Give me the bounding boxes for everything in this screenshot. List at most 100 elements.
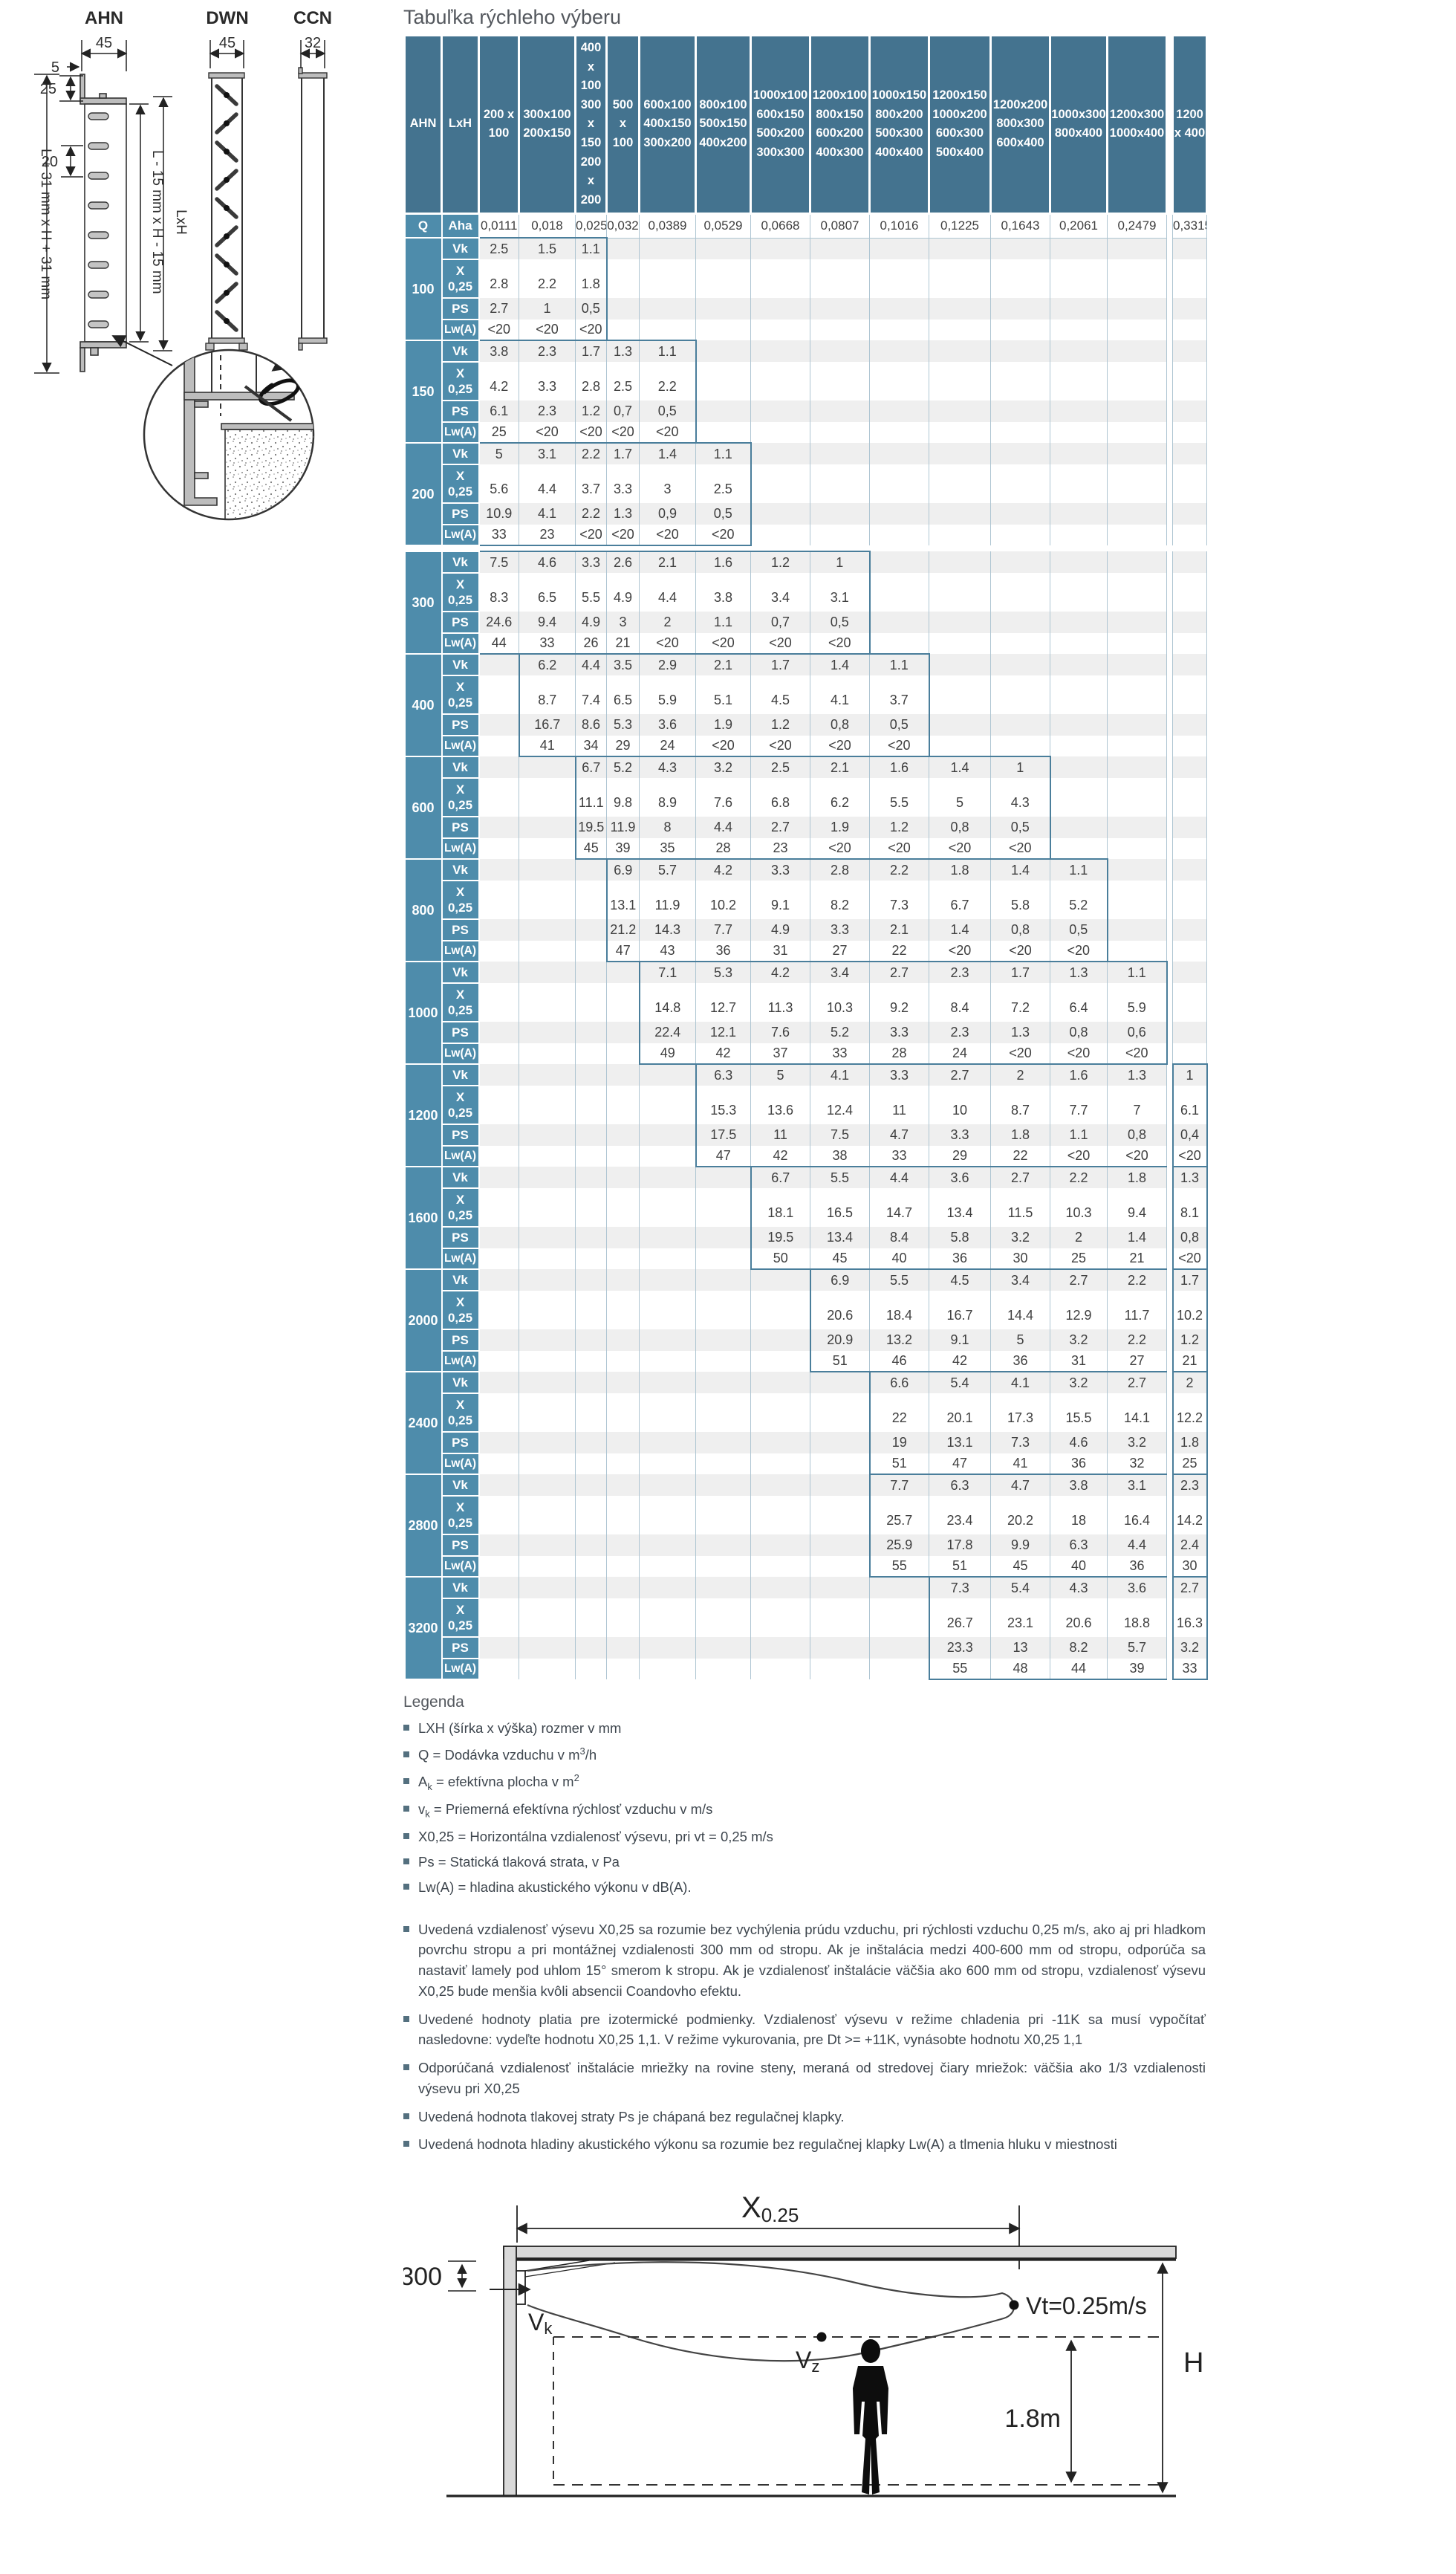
table-cell: <20 [639, 422, 697, 444]
table-cell: 4.4 [869, 1166, 929, 1188]
table-cell: 8.7 [990, 1086, 1050, 1124]
table-cell [1107, 736, 1167, 756]
table-cell: 2.3 [1171, 1474, 1208, 1496]
table-cell: 9.4 [1107, 1188, 1167, 1227]
cell-gap [1166, 919, 1173, 941]
table-cell: <20 [810, 736, 870, 757]
legend-item: Q = Dodávka vzduchu v m3/h [403, 1745, 1228, 1763]
table-cell: 29 [929, 1146, 991, 1167]
table-cell: 14.2 [1171, 1496, 1208, 1534]
table-cell: 33 [1171, 1659, 1208, 1680]
table-cell [990, 443, 1050, 464]
table-cell [639, 1598, 696, 1637]
table-cell: 4.3 [639, 756, 696, 778]
table-cell: 1.4 [929, 756, 991, 778]
table-cell [695, 1291, 751, 1329]
table-cell: 8.3 [478, 573, 519, 612]
row-label-vk: Vk [441, 442, 480, 465]
table-cell [695, 1432, 751, 1453]
table-cell: 1.2 [750, 551, 810, 573]
table-cell [606, 1577, 640, 1598]
table-cell: 8.1 [1171, 1188, 1208, 1227]
table-cell [990, 612, 1050, 633]
table-cell: 3.3 [519, 362, 576, 401]
table-cell [478, 962, 519, 983]
table-cell: 6.1 [478, 401, 519, 422]
detail-leader-arrow [111, 335, 173, 366]
table-cell [695, 1351, 751, 1372]
table-cell: 5 [750, 1063, 810, 1086]
cell-gap [1166, 1086, 1173, 1124]
table-cell: 26.7 [928, 1598, 991, 1637]
cell-gap [1166, 1534, 1173, 1556]
table-cell: 23 [750, 838, 810, 860]
table-cell [695, 298, 751, 320]
table-cell: 8.2 [810, 881, 870, 919]
quick-selection-table: AHN LxH 200 x 100 300x100 200x150 400 x 100 300 x 1… [403, 36, 1228, 1680]
table-cell: <20 [1171, 1248, 1208, 1270]
table-cell [810, 1453, 870, 1474]
table-cell [990, 573, 1050, 612]
cell-gap [1166, 525, 1173, 545]
table-cell [606, 1248, 640, 1269]
table-cell [575, 1393, 607, 1432]
table-cell: 42 [695, 1043, 751, 1065]
table-cell: 51 [868, 1453, 929, 1475]
table-cell: 4.5 [750, 675, 810, 714]
table-cell [1107, 675, 1167, 714]
table-cell [606, 1659, 640, 1679]
table-cell [575, 1022, 607, 1043]
table-cell [750, 1269, 810, 1291]
table-cell [1050, 838, 1108, 859]
table-cell: 11.5 [990, 1188, 1050, 1227]
table-cell [695, 1269, 751, 1291]
table-cell [1107, 817, 1167, 838]
table-cell: 0,8 [810, 714, 870, 736]
legend-item: Ak = efektívna plocha v m2 [403, 1772, 1228, 1792]
table-cell: 5.9 [1107, 983, 1168, 1022]
table-cell: <20 [1171, 1146, 1208, 1167]
table-cell [990, 675, 1050, 714]
cell-gap [1166, 1227, 1173, 1248]
table-cell: 19.5 [750, 1227, 810, 1248]
cell-gap [1166, 1146, 1173, 1167]
row-label-vk: Vk [441, 961, 480, 984]
table-cell: 8.4 [929, 983, 991, 1022]
cell-gap [1166, 756, 1173, 778]
table-cell: 18 [1050, 1496, 1108, 1534]
table-cell: 47 [929, 1453, 991, 1475]
table-cell: 3.4 [750, 573, 810, 612]
table-cell: 16.4 [1107, 1496, 1167, 1534]
table-cell: 5.3 [695, 961, 751, 983]
table-cell [575, 1043, 607, 1064]
table-cell [695, 1329, 751, 1351]
table-cell [478, 838, 519, 859]
row-label-ps: PS [441, 1329, 480, 1352]
table-cell: 11.3 [750, 983, 810, 1022]
table-cell: 7.4 [575, 675, 607, 714]
table-cell: 38 [810, 1146, 870, 1167]
table-cell [478, 817, 519, 838]
table-cell: 12.7 [695, 983, 751, 1022]
table-cell [519, 1577, 576, 1598]
table-cell: 1.2 [575, 401, 607, 422]
table-cell: 1.3 [1050, 961, 1108, 983]
table-cell: 13.4 [929, 1188, 991, 1227]
table-cell [478, 1269, 519, 1291]
table-cell [695, 1637, 751, 1659]
table-cell [810, 1432, 870, 1453]
table-cell [695, 1598, 751, 1637]
table-cell [810, 525, 870, 545]
table-cell: 2.7 [1171, 1576, 1208, 1598]
table-cell [519, 1453, 576, 1474]
table-cell [519, 962, 576, 983]
cell-gap [1166, 340, 1173, 362]
table-cell [750, 443, 810, 464]
table-cell [1107, 573, 1167, 612]
table-cell [639, 1659, 696, 1679]
table-cell [750, 1496, 810, 1534]
row-label-ps: PS [441, 918, 480, 941]
table-cell [519, 1188, 576, 1227]
row-label-lwa: Lw(A) [441, 421, 480, 444]
cell-gap [1166, 838, 1173, 859]
